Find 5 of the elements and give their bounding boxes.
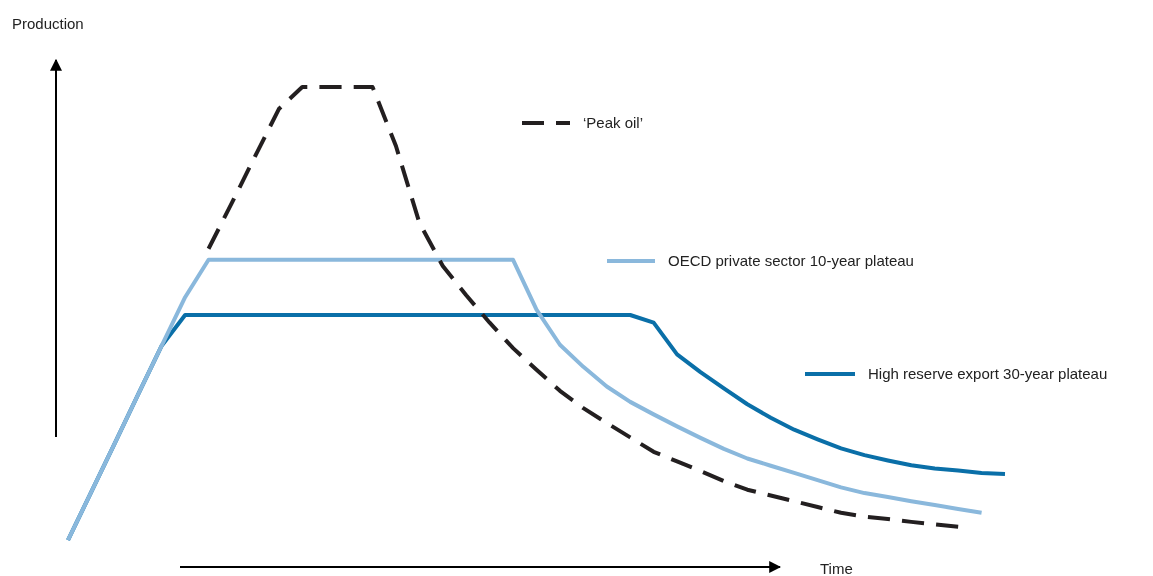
x-axis-title: Time — [820, 560, 853, 576]
legend-label: ‘Peak oil’ — [583, 114, 644, 131]
legend-label: OECD private sector 10-year plateau — [668, 252, 914, 269]
y-axis-title: Production — [12, 15, 84, 32]
legend-label: High reserve export 30-year plateau — [868, 365, 1108, 382]
